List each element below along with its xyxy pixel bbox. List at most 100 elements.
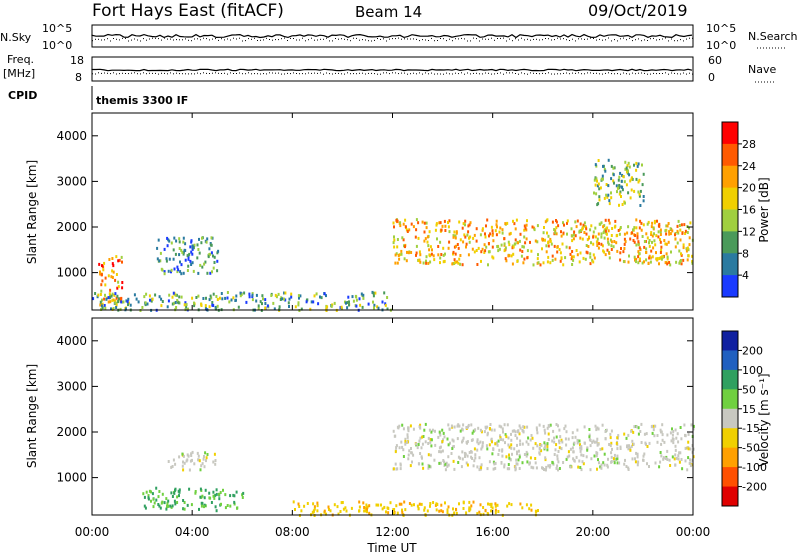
- data-cell: [691, 458, 694, 462]
- data-cell: [99, 300, 102, 304]
- data-cell: [190, 452, 193, 456]
- data-cell: [399, 462, 402, 466]
- data-cell: [686, 231, 689, 234]
- data-cell: [593, 440, 596, 444]
- data-cell: [673, 457, 676, 461]
- data-cell: [576, 253, 579, 257]
- data-cell: [429, 438, 432, 441]
- data-cell: [309, 307, 312, 311]
- data-cell: [294, 305, 297, 309]
- data-cell: [455, 511, 458, 515]
- y-tick-label: 1000: [56, 471, 87, 485]
- data-cell: [431, 428, 434, 432]
- data-cell: [473, 250, 476, 254]
- data-cell: [215, 307, 218, 311]
- data-cell: [415, 442, 418, 446]
- data-cell: [452, 252, 454, 256]
- data-cell: [458, 424, 461, 428]
- data-cell: [427, 261, 430, 265]
- data-cell: [485, 245, 488, 249]
- data-cell: [104, 283, 107, 287]
- data-cell: [478, 468, 481, 472]
- data-cell: [637, 432, 640, 436]
- trace-dot: [386, 40, 387, 42]
- data-cell: [657, 235, 660, 239]
- data-cell: [255, 293, 258, 297]
- data-cell: [646, 236, 649, 240]
- data-cell: [367, 302, 370, 306]
- data-cell: [212, 494, 215, 498]
- freq-tick-bottom: 8: [75, 71, 82, 84]
- data-cell: [679, 451, 682, 455]
- trace-dot: [689, 72, 690, 74]
- trace-dot: [566, 72, 567, 74]
- data-cell: [251, 293, 254, 297]
- data-cell: [637, 460, 640, 464]
- data-cell: [592, 253, 595, 257]
- data-cell: [687, 456, 690, 460]
- data-cell: [514, 227, 517, 231]
- data-cell: [228, 300, 231, 304]
- data-cell: [200, 501, 203, 505]
- data-cell: [394, 450, 397, 454]
- data-cell: [473, 233, 476, 237]
- data-cell: [683, 223, 686, 227]
- data-cell: [610, 244, 613, 248]
- data-cell: [181, 464, 184, 468]
- data-cell: [477, 442, 480, 446]
- data-cell: [459, 254, 462, 257]
- data-cell: [193, 301, 195, 305]
- data-cell: [569, 447, 572, 451]
- data-cell: [662, 457, 665, 461]
- data-cell: [569, 465, 572, 469]
- data-cell: [645, 247, 648, 251]
- data-cell: [212, 266, 215, 270]
- data-cell: [396, 245, 399, 249]
- data-cell: [219, 491, 222, 494]
- data-cell: [547, 234, 550, 238]
- data-cell: [492, 447, 495, 451]
- data-cell: [111, 257, 114, 260]
- data-cell: [570, 227, 573, 231]
- trace-dot: [203, 37, 204, 39]
- trace-dot: [218, 72, 219, 74]
- x-tick-label: 16:00: [475, 525, 510, 539]
- data-cell: [174, 301, 177, 304]
- data-cell: [447, 221, 449, 224]
- data-cell: [192, 269, 195, 273]
- data-cell: [182, 499, 185, 502]
- data-cell: [633, 163, 635, 167]
- data-cell: [598, 187, 601, 191]
- data-cell: [504, 433, 507, 437]
- data-cell: [145, 292, 148, 296]
- trace-dot: [599, 38, 600, 40]
- trace-dot: [443, 38, 444, 40]
- data-cell: [202, 457, 205, 461]
- data-cell: [571, 250, 574, 253]
- trace-dot: [668, 40, 669, 42]
- data-cell: [595, 192, 598, 196]
- data-cell: [190, 503, 193, 507]
- data-cell: [462, 240, 465, 244]
- data-cell: [634, 460, 637, 464]
- trace-dot: [476, 38, 477, 40]
- data-cell: [96, 295, 99, 299]
- data-cell: [425, 259, 427, 263]
- data-cell: [154, 293, 157, 297]
- data-cell: [568, 246, 571, 250]
- trace-dot: [395, 72, 396, 74]
- data-cell: [596, 426, 599, 430]
- data-cell: [181, 250, 184, 254]
- data-cell: [491, 233, 494, 237]
- data-cell: [175, 306, 178, 309]
- data-cell: [661, 438, 664, 442]
- data-cell: [664, 261, 667, 265]
- data-cell: [662, 456, 665, 460]
- trace-dot: [608, 37, 609, 39]
- data-cell: [677, 219, 680, 223]
- trace-dot: [326, 72, 327, 74]
- data-cell: [459, 238, 462, 242]
- trace-dot: [515, 73, 516, 74]
- data-cell: [425, 221, 428, 225]
- data-cell: [152, 505, 155, 509]
